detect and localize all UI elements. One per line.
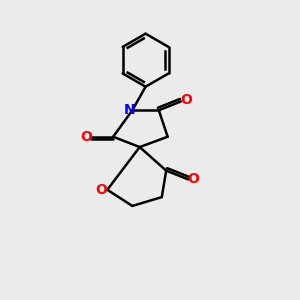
- Text: O: O: [188, 172, 200, 186]
- Text: O: O: [180, 93, 192, 107]
- Text: N: N: [124, 103, 135, 117]
- Text: O: O: [80, 130, 92, 144]
- Text: O: O: [95, 183, 107, 197]
